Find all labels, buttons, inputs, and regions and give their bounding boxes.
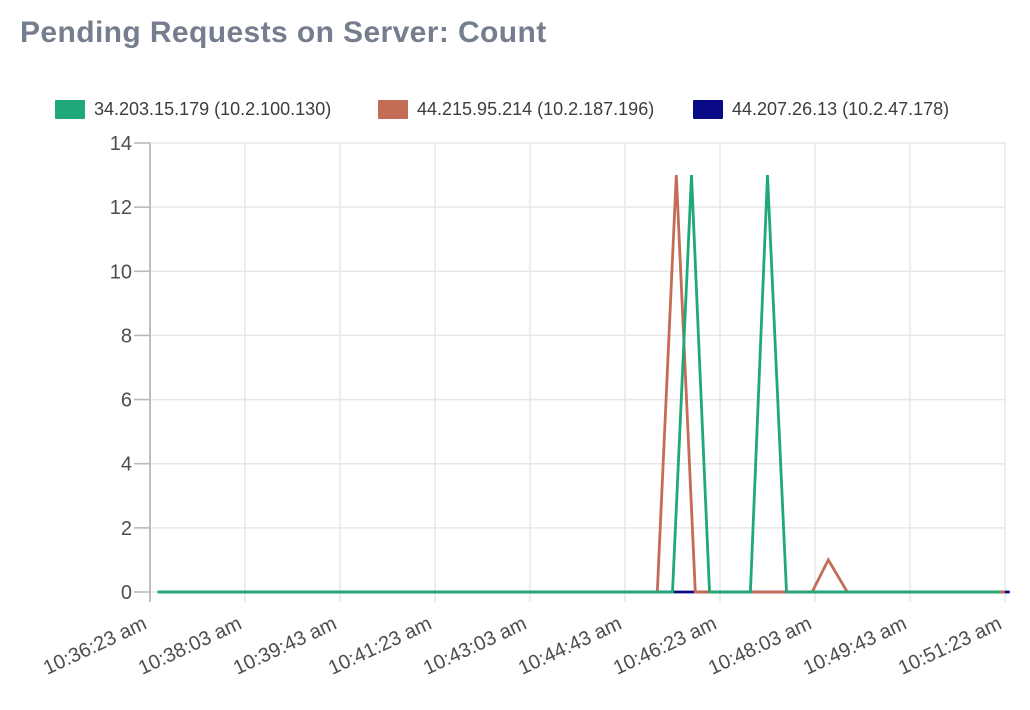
legend-item-44-207-26-13[interactable]: 44.207.26.13 (10.2.47.178): [693, 96, 949, 122]
x-tick-label: 10:39:43 am: [230, 613, 340, 680]
legend-item-34-203-15-179[interactable]: 34.203.15.179 (10.2.100.130): [55, 96, 331, 122]
x-tick-label: 10:36:23 am: [40, 613, 150, 680]
chart-title: Pending Requests on Server: Count: [20, 16, 547, 49]
x-tick-label: 10:44:43 am: [515, 613, 625, 680]
x-tick-label: 10:38:03 am: [135, 613, 245, 680]
x-tick-label: 10:41:23 am: [325, 613, 435, 680]
series-line-1: [157, 175, 1005, 594]
y-tick-label: 6: [121, 390, 132, 412]
y-tick-label: 8: [121, 325, 132, 347]
legend-swatch-navy: [693, 99, 723, 119]
y-tick-label: 0: [121, 582, 132, 604]
x-tick-label: 10:46:23 am: [610, 613, 720, 680]
legend-swatch-green: [55, 99, 85, 119]
x-tick-label: 10:51:23 am: [895, 613, 1005, 680]
legend-label: 44.207.26.13 (10.2.47.178): [732, 98, 950, 119]
y-tick-label: 14: [110, 133, 132, 155]
y-tick-label: 12: [110, 197, 132, 219]
y-tick-label: 10: [110, 261, 132, 283]
legend-swatch-salmon: [378, 99, 408, 119]
x-tick-label: 10:48:03 am: [705, 613, 815, 680]
legend-label: 34.203.15.179 (10.2.100.130): [94, 98, 332, 119]
y-tick-label: 4: [121, 454, 132, 476]
x-tick-label: 10:49:43 am: [800, 613, 910, 680]
legend-label: 44.215.95.214 (10.2.187.196): [417, 98, 655, 119]
series-line-0: [157, 175, 1001, 594]
x-tick-label: 10:43:03 am: [420, 613, 530, 680]
legend-item-44-215-95-214[interactable]: 44.215.95.214 (10.2.187.196): [378, 96, 654, 122]
y-tick-label: 2: [121, 518, 132, 540]
